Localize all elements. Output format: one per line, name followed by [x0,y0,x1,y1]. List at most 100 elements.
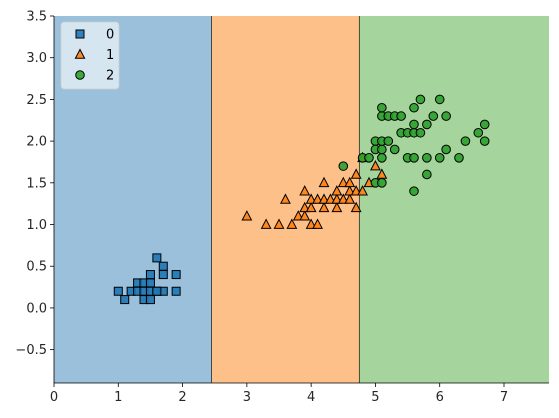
y-tick-label: 3.0 [26,51,47,66]
point-class-2 [415,94,426,105]
point-class-1 [344,176,356,188]
region-class-2 [359,16,549,383]
point-class-0 [145,270,155,280]
y-tick-label: −0.5 [15,343,47,358]
point-class-2 [434,152,445,163]
x-tick-label: 6 [436,390,444,405]
y-tick-label: 1.5 [26,176,47,191]
point-class-2 [377,152,387,163]
axes: 0 1 2 3 4 5 6 7 −0.5 0.0 0.5 1.0 1.5 2.0 2.5 3.0 3.5 [15,10,549,405]
point-class-1 [312,193,323,204]
y-tick-label: 2.5 [26,93,47,108]
legend-label: 2 [106,69,114,84]
point-class-1 [273,218,285,229]
point-class-2 [422,119,432,130]
point-class-2 [396,111,406,121]
point-class-1 [331,185,343,196]
point-class-0 [152,286,162,296]
point-class-0 [145,278,155,288]
point-class-0 [158,270,168,280]
point-class-2 [441,111,451,121]
x-tick-label: 2 [178,390,186,405]
y-tick-label: 0.5 [26,260,47,275]
legend-marker-2 [75,70,85,80]
data-points [113,94,490,305]
point-class-1 [299,185,311,196]
x-tick-label: 1 [114,390,122,405]
decision-boundaries [211,16,360,383]
point-class-1 [344,193,356,204]
point-class-0 [171,270,181,280]
legend-label: 1 [106,48,114,63]
point-class-1 [299,201,311,213]
point-class-2 [377,102,387,113]
point-class-1 [318,176,330,188]
point-class-1 [318,201,330,213]
y-tick-label: 1.0 [26,218,47,233]
legend: 0 1 2 [60,21,120,90]
legend-label: 0 [106,28,114,43]
point-class-2 [473,127,484,138]
x-tick-label: 4 [307,390,315,405]
x-tick-label: 0 [50,390,58,405]
point-class-1 [331,193,343,204]
point-class-2 [479,119,490,130]
point-class-2 [364,152,374,163]
point-class-1 [357,185,368,196]
point-class-1 [260,218,272,229]
point-class-1 [305,193,317,204]
point-class-2 [383,136,394,146]
point-class-2 [377,144,387,155]
point-class-2 [338,161,349,171]
legend-box [60,21,120,90]
point-class-1 [305,201,317,213]
point-class-2 [409,186,419,196]
x-tick-label: 3 [243,390,251,405]
point-class-2 [460,136,471,146]
point-class-2 [377,178,387,188]
point-class-2 [422,152,432,163]
point-class-1 [350,201,362,213]
x-tick-label: 5 [371,390,379,405]
point-class-0 [145,295,155,305]
decision-regions [54,16,549,383]
point-class-2 [389,144,400,155]
point-class-2 [409,152,419,163]
point-class-1 [350,168,362,179]
point-class-0 [158,261,168,271]
point-class-2 [409,119,419,130]
point-class-1 [305,218,317,229]
y-tick-label: 0.0 [26,301,47,316]
point-class-1 [318,193,330,204]
y-tick-label: 2.0 [26,135,47,150]
point-class-0 [113,286,123,296]
point-class-2 [428,111,439,121]
point-class-2 [422,169,432,180]
point-class-2 [479,136,490,146]
point-class-2 [454,152,464,163]
y-tick-label: 3.5 [26,10,47,25]
point-class-1 [241,210,253,221]
point-class-1 [344,185,356,196]
point-class-0 [152,253,162,263]
point-class-0 [120,295,130,305]
point-class-2 [441,144,451,155]
legend-marker-0 [75,29,85,39]
point-class-0 [171,286,181,296]
point-class-1 [292,210,304,221]
point-class-1 [280,193,291,204]
point-class-1 [299,210,311,221]
point-class-1 [337,176,349,188]
legend-marker-1 [74,48,86,59]
point-class-1 [331,201,343,213]
point-class-1 [312,218,323,229]
point-class-2 [415,127,426,138]
point-class-1 [325,193,336,204]
point-class-1 [350,185,362,196]
point-class-1 [286,218,298,229]
x-tick-label: 7 [500,390,508,405]
point-class-2 [434,94,445,105]
point-class-2 [409,102,419,113]
point-class-1 [370,160,381,171]
